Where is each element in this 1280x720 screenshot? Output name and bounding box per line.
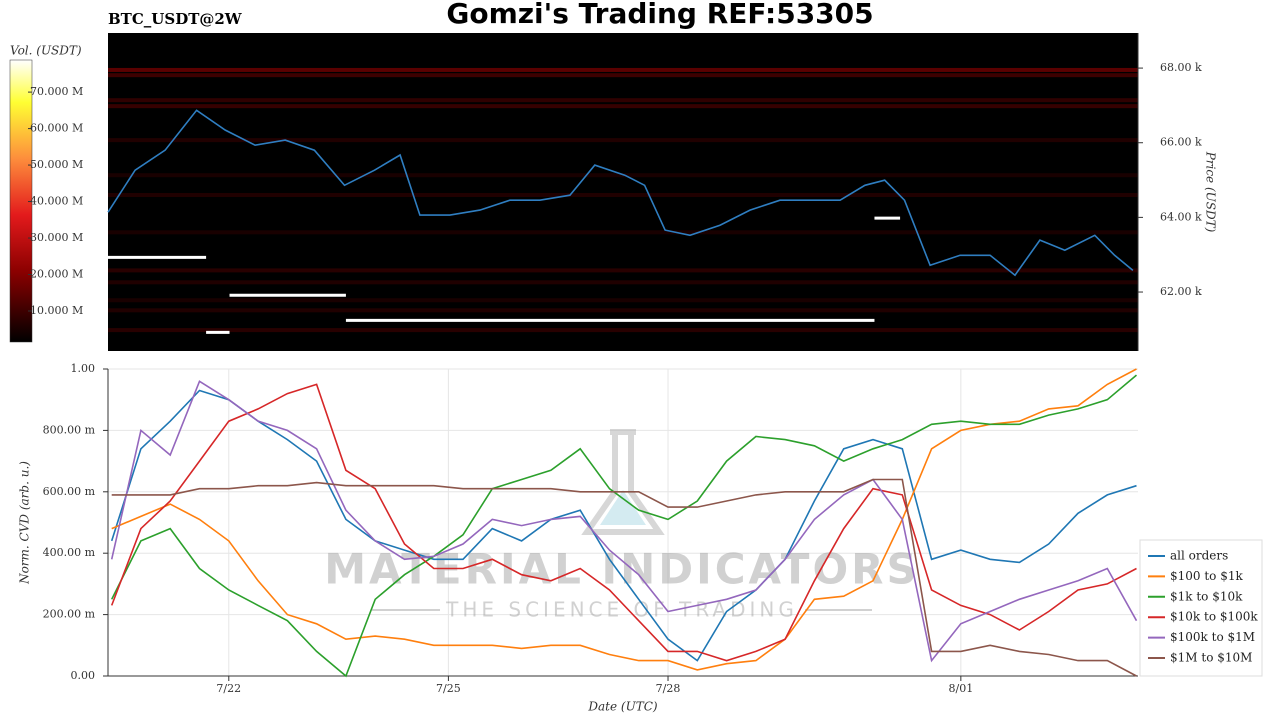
price-line xyxy=(107,109,1134,277)
heat-band xyxy=(108,230,1138,235)
heat-band xyxy=(108,73,1138,78)
legend-label: $10k to $100k xyxy=(1170,610,1258,624)
legend-label: all orders xyxy=(1170,549,1228,563)
cvd-line xyxy=(111,368,1137,671)
y-tick-label: 62.00 k xyxy=(1160,285,1202,298)
colorbar-tick-label: 40.000 M xyxy=(30,195,83,208)
y-axis-label: Norm. CVD (arb. u.) xyxy=(18,461,32,585)
colorbar-tick-label: 70.000 M xyxy=(30,85,83,98)
legend-box xyxy=(1139,539,1263,677)
x-tick-label: 7/25 xyxy=(436,682,461,695)
y-tick-label: 0.00 xyxy=(71,669,96,682)
cvd-line xyxy=(111,478,1137,677)
colorbar-tick-label: 60.000 M xyxy=(30,122,83,135)
heat-band xyxy=(108,104,1138,109)
x-tick-label: 7/28 xyxy=(656,682,681,695)
cvd-background xyxy=(108,369,1138,676)
x-tick-label: 7/22 xyxy=(216,682,241,695)
heat-band xyxy=(108,67,1138,72)
y-tick-label: 400.00 m xyxy=(43,546,96,559)
watermark-icon xyxy=(581,429,665,535)
legend-label: $100 to $1k xyxy=(1170,569,1243,583)
legend-label: $1k to $10k xyxy=(1170,589,1243,603)
watermark-title: MATERIAL INDICATORS xyxy=(324,545,920,594)
watermark-subtitle: THE SCIENCE OF TRADING xyxy=(445,598,798,622)
heat-band xyxy=(108,280,1138,285)
colorbar-label: Vol. (USDT) xyxy=(10,44,82,58)
y-tick-label: 600.00 m xyxy=(43,485,96,498)
legend-label: $100k to $1M xyxy=(1170,630,1255,644)
heat-band xyxy=(108,138,1138,143)
watermark-icon-fill xyxy=(600,490,646,525)
cvd-line xyxy=(110,380,1138,663)
y-tick-label: 1.00 xyxy=(71,362,96,375)
x-tick-label: 8/01 xyxy=(948,682,973,695)
page-title: Gomzi's Trading REF:53305 xyxy=(446,0,873,30)
y-tick-label: 800.00 m xyxy=(43,423,96,436)
cvd-line xyxy=(110,374,1138,678)
cvd-line xyxy=(110,383,1137,662)
heat-band xyxy=(108,98,1138,103)
colorbar xyxy=(9,59,33,343)
y-tick-label: 200.00 m xyxy=(43,608,96,621)
heat-band xyxy=(108,328,1138,333)
heat-band xyxy=(108,192,1138,197)
cvd-line xyxy=(110,389,1137,662)
watermark: MATERIAL INDICATORS THE SCIENCE OF TRADI… xyxy=(324,429,920,622)
colorbar-tick-label: 10.000 M xyxy=(30,304,83,317)
colorbar-tick-label: 30.000 M xyxy=(30,231,83,244)
heatmap-background xyxy=(108,33,1138,351)
heat-band xyxy=(108,298,1138,303)
heat-band xyxy=(108,308,1138,313)
legend-label: $1M to $10M xyxy=(1170,651,1252,665)
x-axis-label: Date (UTC) xyxy=(587,700,657,714)
y-tick-label: 68.00 k xyxy=(1160,61,1202,74)
colorbar-tick-label: 50.000 M xyxy=(30,158,83,171)
y-axis-label: Price (USDT) xyxy=(1204,151,1218,233)
chart-title: BTC_USDT@2W xyxy=(108,10,243,28)
y-tick-label: 66.00 k xyxy=(1160,136,1202,149)
y-tick-label: 64.00 k xyxy=(1160,210,1202,223)
heat-band xyxy=(108,268,1138,273)
colorbar-tick-label: 20.000 M xyxy=(30,268,83,281)
